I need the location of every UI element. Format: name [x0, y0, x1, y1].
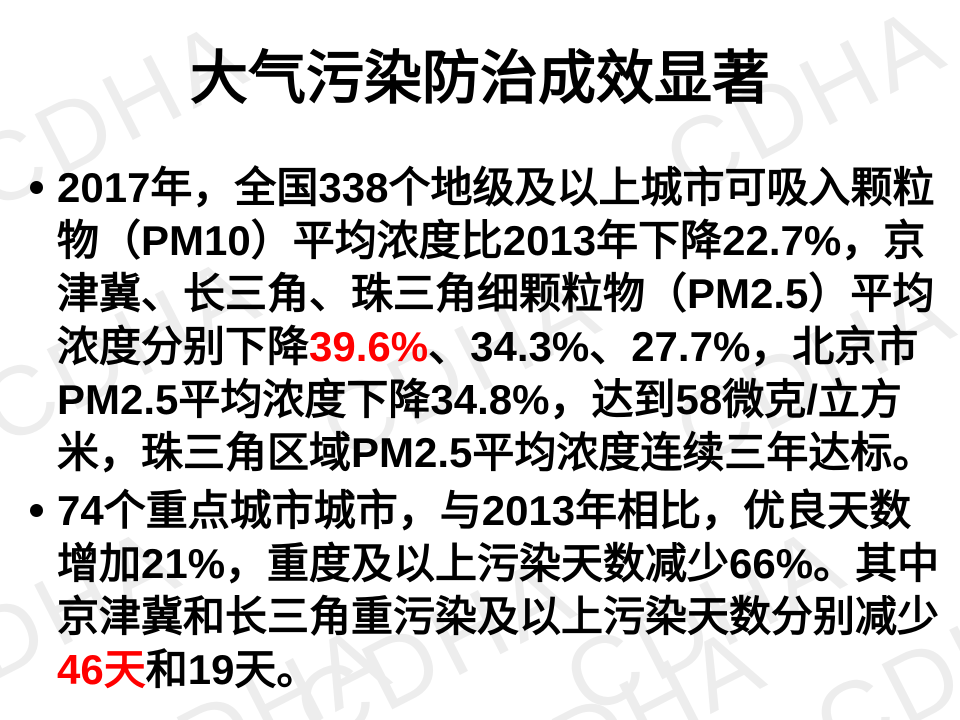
bullet-list: 2017年，全国338个地级及以上城市可吸入颗粒物（PM10）平均浓度比2013…: [30, 161, 940, 696]
bullet-text-1: 2017年，全国338个地级及以上城市可吸入颗粒物（PM10）平均浓度比2013…: [57, 161, 940, 479]
highlighted-stat: 46天: [57, 645, 146, 693]
bullet-marker: [30, 503, 43, 517]
bullet-item-2: 74个重点城市城市，与2013年相比，优良天数增加21%，重度及以上污染天数减少…: [30, 484, 940, 696]
text-segment: 和19天。: [145, 645, 319, 693]
text-segment: 74个重点城市城市，与2013年相比，优良天数增加21%，重度及以上污染天数减少…: [57, 486, 940, 640]
slide-title: 大气污染防治成效显著: [189, 46, 770, 111]
slide-content: 大气污染防治成效显著 2017年，全国338个地级及以上城市可吸入颗粒物（PM1…: [0, 46, 960, 696]
text-segment: 、34.3%、27.7%，北京市PM2.5平均浓度下降34.8%，达到58微克/…: [57, 322, 935, 476]
bullet-text-2: 74个重点城市城市，与2013年相比，优良天数增加21%，重度及以上污染天数减少…: [57, 484, 940, 696]
text-segment: 2017年，全国338个地级及以上城市可吸入颗粒物（PM10）平均浓度比2013…: [57, 163, 935, 370]
bullet-item-1: 2017年，全国338个地级及以上城市可吸入颗粒物（PM10）平均浓度比2013…: [30, 161, 940, 479]
highlighted-stat: 39.6%: [309, 322, 429, 370]
bullet-marker: [30, 180, 43, 194]
